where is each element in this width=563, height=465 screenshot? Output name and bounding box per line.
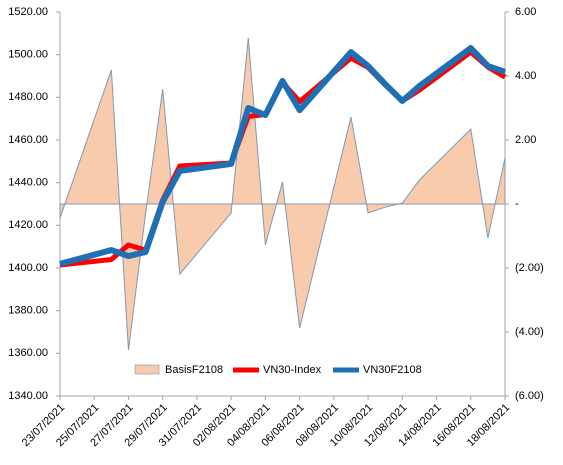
y2-tick-label: - [515,198,519,210]
y2-tick-label: (4.00) [515,326,544,338]
y-tick-label: 1360.00 [8,347,48,359]
y-tick-label: 1500.00 [8,49,48,61]
y-tick-label: 1440.00 [8,177,48,189]
y2-tick-label: 6.00 [515,6,536,18]
y2-tick-label: (6.00) [515,390,544,402]
y-tick-label: 1380.00 [8,305,48,317]
legend-label: VN30F2108 [363,364,422,376]
legend-label: BasisF2108 [165,364,223,376]
y2-tick-label: (2.00) [515,262,544,274]
area [59,37,506,350]
y2-tick-label: 4.00 [515,70,536,82]
y-tick-label: 1400.00 [8,262,48,274]
legend-swatch [134,364,160,375]
line [59,45,506,267]
y2-tick-label: 2.00 [515,134,536,146]
y-tick-label: 1340.00 [8,390,48,402]
y-tick-label: 1460.00 [8,134,48,146]
legend-label: VN30-Index [263,364,322,376]
y-tick-label: 1520.00 [8,6,48,18]
y-tick-label: 1480.00 [8,91,48,103]
y-tick-label: 1420.00 [8,219,48,231]
